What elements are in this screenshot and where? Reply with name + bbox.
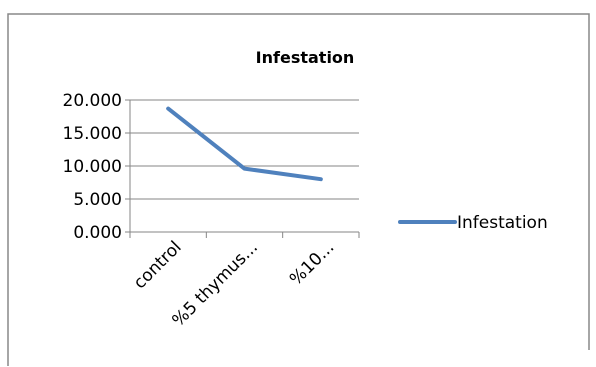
y-tick-label: 0.000: [73, 223, 122, 243]
x-ticks: [129, 232, 360, 238]
x-tick-label: control: [130, 237, 186, 293]
axes: [129, 100, 359, 233]
legend: Infestation: [398, 213, 548, 233]
y-tick-label: 5.000: [73, 190, 122, 210]
gridlines: [125, 99, 359, 233]
series-line: [166, 106, 323, 182]
y-tick-label: 15.000: [63, 124, 122, 144]
chart-border: [7, 13, 590, 366]
chart-title: Infestation: [256, 48, 355, 67]
series-lines: [166, 106, 323, 182]
y-tick-labels: 0.000 5.000 10.000 15.000 20.000: [63, 91, 122, 243]
legend-label: Infestation: [457, 213, 548, 233]
y-tick-label: 10.000: [63, 157, 122, 177]
y-tick-label: 20.000: [63, 91, 122, 111]
x-tick-label: %10...: [286, 237, 338, 289]
x-tick-labels: control%5 thymus... %10...: [130, 237, 338, 331]
